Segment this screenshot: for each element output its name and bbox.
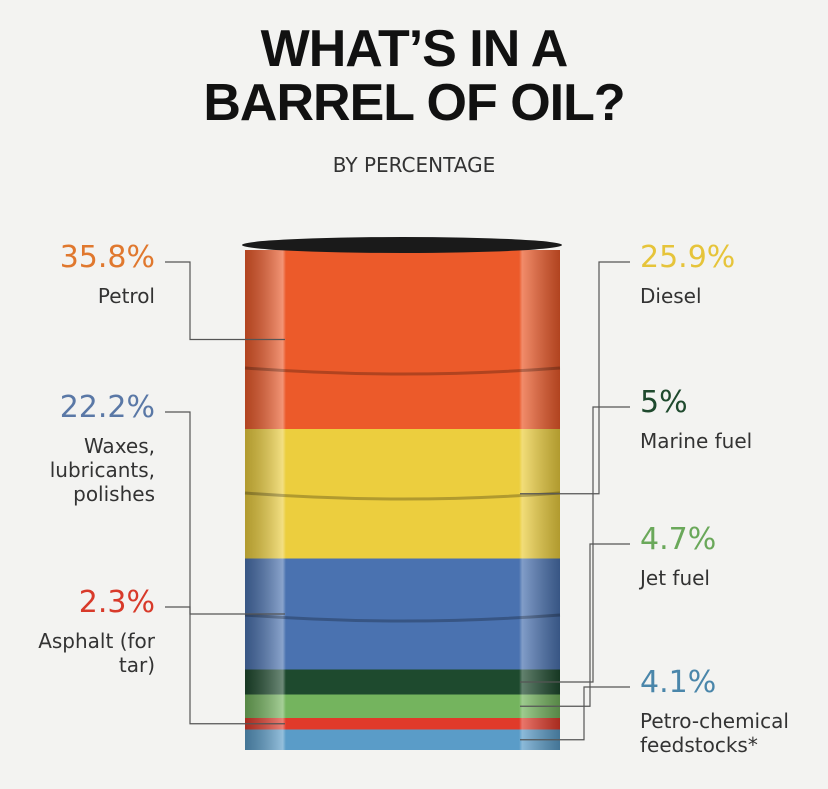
value-label: 35.8% — [59, 240, 155, 275]
leaders — [165, 261, 630, 741]
category-label: Marine fuel — [640, 429, 753, 453]
category-label: Diesel — [640, 284, 702, 308]
label: 4.7% Jet fuel — [640, 522, 825, 590]
leader-line — [165, 411, 285, 615]
category-label: Asphalt (for tar) — [38, 629, 155, 677]
barrel-ribs — [244, 366, 561, 623]
category-label: Waxes, lubricants, polishes — [49, 434, 155, 506]
barrel-rim — [242, 237, 562, 253]
label: 2.3% Asphalt (for tar) — [5, 585, 155, 677]
leader-line — [165, 606, 285, 725]
value-label: 5% — [640, 385, 688, 420]
leader-line — [520, 261, 630, 495]
chart-title: WHAT’S IN A BARREL OF OIL? — [203, 20, 625, 132]
value-label: 4.1% — [640, 665, 717, 700]
leader-line — [165, 261, 285, 341]
label: 5% Marine fuel — [640, 385, 825, 453]
category-label: Petrol — [97, 284, 155, 308]
chart-subtitle: BY PERCENTAGE — [332, 153, 496, 177]
label: 22.2% Waxes, lubricants, polishes — [5, 390, 155, 506]
barrel-shading — [245, 250, 560, 750]
leader-line — [520, 543, 630, 707]
label: 35.8% Petrol — [5, 240, 155, 308]
category-label: Jet fuel — [640, 566, 710, 590]
label: 4.1% Petro-chemical feedstocks* — [640, 665, 825, 757]
category-label: Petro-chemical feedstocks* — [640, 709, 789, 757]
value-label: 2.3% — [78, 585, 155, 620]
value-label: 25.9% — [640, 240, 736, 275]
leader-line — [520, 686, 630, 741]
label: 25.9% Diesel — [640, 240, 825, 308]
value-label: 4.7% — [640, 522, 717, 557]
value-label: 22.2% — [59, 390, 155, 425]
